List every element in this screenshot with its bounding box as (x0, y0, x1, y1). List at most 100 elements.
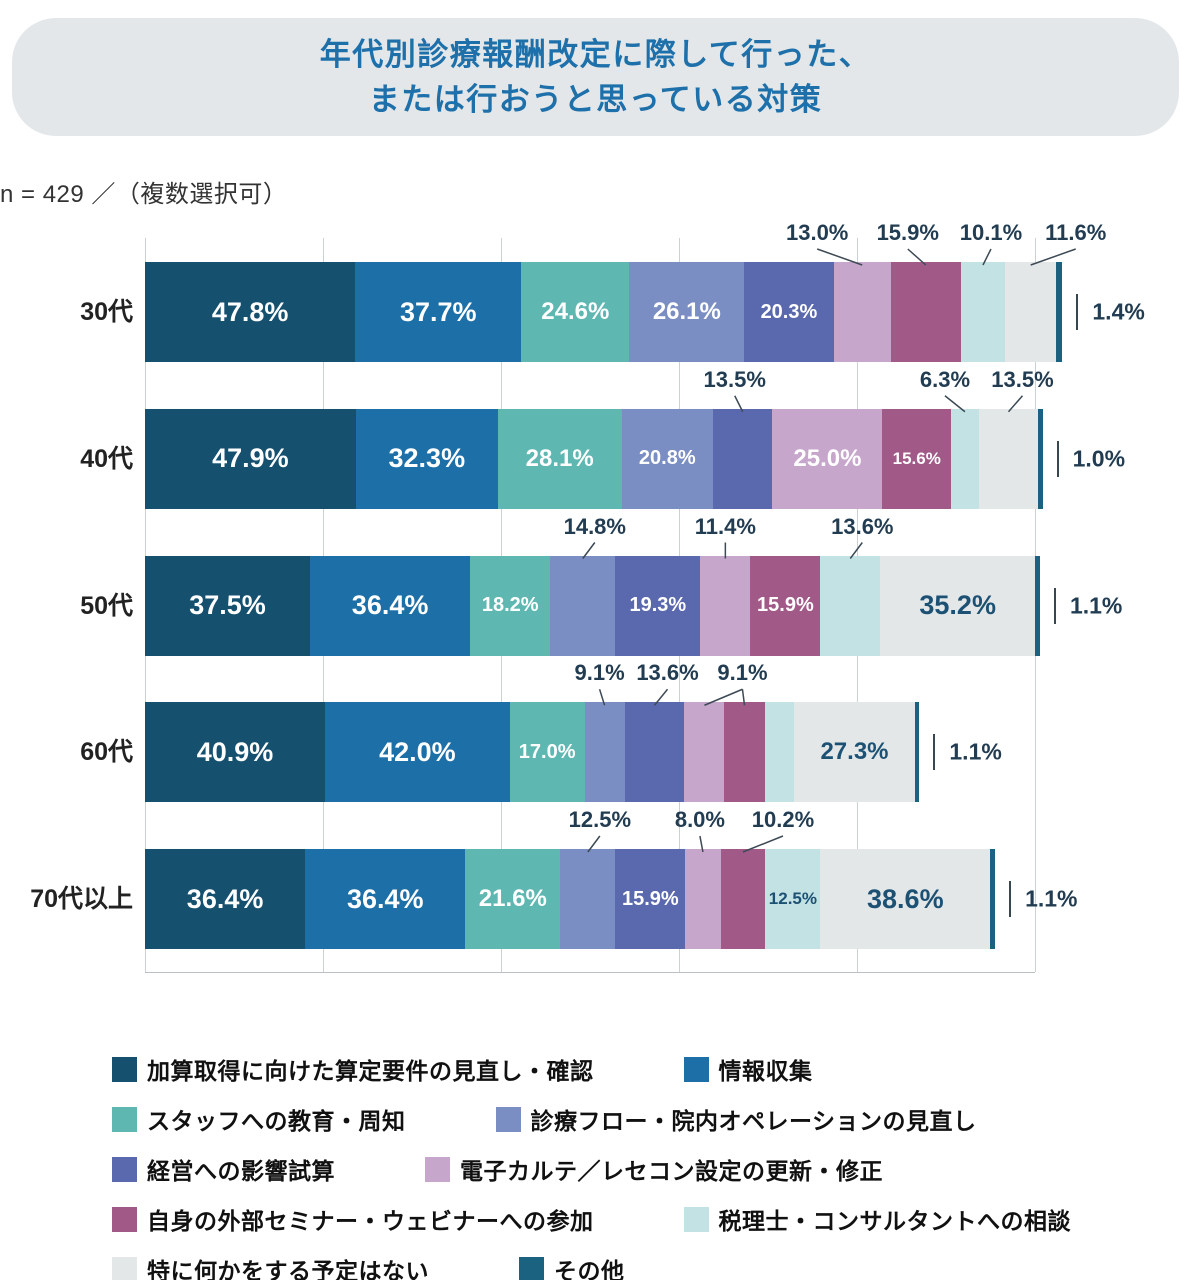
bar-value-label: 42.0% (379, 736, 456, 767)
legend-item: スタッフへの教育・周知 (112, 1102, 406, 1136)
legend-item: その他 (519, 1252, 625, 1280)
bar-segment: 17.0% (509, 702, 585, 803)
bar-value-label: 38.6% (867, 883, 944, 914)
bar-segment: 47.8% (145, 262, 356, 362)
bar-segment: 20.8% (621, 408, 714, 509)
bar-segment: 36.4% (305, 849, 466, 949)
bar-segment (960, 262, 1006, 362)
callout-value-label: 13.5% (991, 366, 1054, 392)
bar-segment: 15.9% (615, 849, 686, 949)
bar-segment (1056, 262, 1063, 362)
bar-value-label: 47.8% (211, 296, 289, 327)
legend-label: 税理士・コンサルタントへの相談 (718, 1208, 1071, 1234)
bar-value-label: 36.4% (186, 883, 264, 914)
callout-value-label: 9.1% (717, 660, 768, 686)
bar-segment: 36.4% (310, 555, 471, 656)
bar-segment: 15.6% (882, 408, 952, 509)
callout-value-label: 10.2% (751, 807, 815, 832)
leader-tick (1009, 881, 1012, 917)
bar-segment: 42.0% (324, 702, 510, 803)
bar-segment: 20.3% (744, 262, 834, 362)
legend-swatch (112, 1106, 137, 1132)
bar-segment (724, 702, 765, 803)
bar-value-label: 28.1% (525, 444, 594, 472)
callout-value-label: 10.1% (959, 220, 1023, 245)
legend-item: 加算取得に向けた算定要件の見直し・確認 (112, 1052, 594, 1086)
bar-segment (820, 555, 881, 656)
legend-label: スタッフへの教育・周知 (147, 1108, 406, 1134)
bar-segment: 38.6% (820, 849, 991, 949)
callout-value-label: 11.4% (694, 513, 756, 539)
bar-segment: 21.6% (465, 849, 561, 949)
bar-segment: 37.7% (355, 262, 522, 362)
bar-segment: 32.3% (355, 408, 498, 509)
callout-value-label: 9.1% (574, 660, 625, 686)
bar-value-label: 25.0% (793, 444, 862, 472)
chart-title-line-1: 年代別診療報酬改定に際して行った、 (319, 36, 872, 72)
bar-value-label: 40.9% (196, 736, 274, 767)
x-axis-line (145, 972, 1035, 973)
legend-swatch (112, 1206, 137, 1232)
legend-label: 情報収集 (718, 1058, 813, 1084)
callout-value-label: 12.5% (568, 807, 632, 832)
legend-label: その他 (554, 1258, 625, 1280)
bar-value-label: 35.2% (919, 590, 996, 620)
bar-segment: 19.3% (615, 555, 701, 656)
legend-swatch (519, 1256, 544, 1280)
bar-value-label: 20.3% (760, 300, 818, 323)
bar-segment: 37.5% (145, 555, 310, 656)
bar-segment (833, 262, 891, 362)
legend-row: スタッフへの教育・周知 診療フロー・院内オペレーションの見直し (112, 1102, 1175, 1136)
bar-segment (978, 408, 1039, 509)
other-value-label: 1.0% (1072, 445, 1126, 472)
chart-title-line-2: または行おうと思っている対策 (368, 82, 823, 117)
bar-segment: 27.3% (794, 702, 915, 803)
callout-value-label: 6.3% (919, 366, 971, 392)
legend-label: 加算取得に向けた算定要件の見直し・確認 (147, 1058, 594, 1084)
bar-segment (1038, 408, 1043, 509)
bar-segment (914, 702, 920, 803)
bar-value-label: 12.5% (768, 889, 817, 908)
legend-swatch (112, 1156, 137, 1182)
bar-value-label: 15.9% (757, 594, 814, 616)
bar-segment (624, 702, 685, 803)
legend-swatch (683, 1206, 709, 1232)
legend-item: 電子カルテ／レセコン設定の更新・修正 (425, 1152, 883, 1186)
legend-item: 税理士・コンサルタントへの相談 (683, 1202, 1072, 1236)
bar-segment: 18.2% (470, 555, 551, 656)
bar-segment: 15.9% (750, 555, 821, 656)
bar-value-label: 15.9% (621, 887, 679, 910)
legend-swatch (112, 1056, 137, 1082)
legend-swatch (683, 1056, 709, 1082)
legend-item: 情報収集 (683, 1052, 813, 1086)
bar-value-label: 19.3% (629, 594, 687, 616)
bar-segment: 47.9% (145, 408, 356, 509)
bar-segment: 36.4% (145, 849, 306, 949)
chart-legend: 加算取得に向けた算定要件の見直し・確認 情報収集スタッフへの教育・周知 診療フロー・… (112, 1052, 1175, 1280)
legend-label: 自身の外部セミナー・ウェビナーへの参加 (147, 1208, 594, 1234)
legend-label: 特に何かをする予定はない (147, 1258, 429, 1280)
legend-swatch (112, 1256, 137, 1280)
age-group-label: 60代 (80, 738, 133, 767)
age-group-label: 50代 (80, 591, 133, 620)
bar-segment: 26.1% (629, 262, 745, 362)
age-group-label: 70代以上 (30, 885, 133, 913)
bar-segment: 12.5% (765, 849, 821, 949)
legend-label: 経営への影響試算 (147, 1158, 335, 1184)
bar-segment: 35.2% (880, 555, 1036, 656)
bar-segment (990, 849, 996, 949)
bar-value-label: 36.4% (351, 590, 429, 620)
bar-segment: 24.6% (521, 262, 630, 362)
bar-segment (684, 702, 725, 803)
bar-value-label: 26.1% (652, 298, 721, 325)
leader-tick (1056, 440, 1059, 477)
callout-value-label: 8.0% (674, 807, 725, 832)
bar-segment (560, 849, 616, 949)
bar-segment (685, 849, 721, 949)
bar-segment (713, 408, 773, 509)
bar-value-label: 32.3% (388, 443, 466, 474)
bar-segment (1035, 555, 1040, 656)
bar-value-label: 20.8% (638, 447, 696, 470)
leader-tick (1053, 587, 1056, 624)
